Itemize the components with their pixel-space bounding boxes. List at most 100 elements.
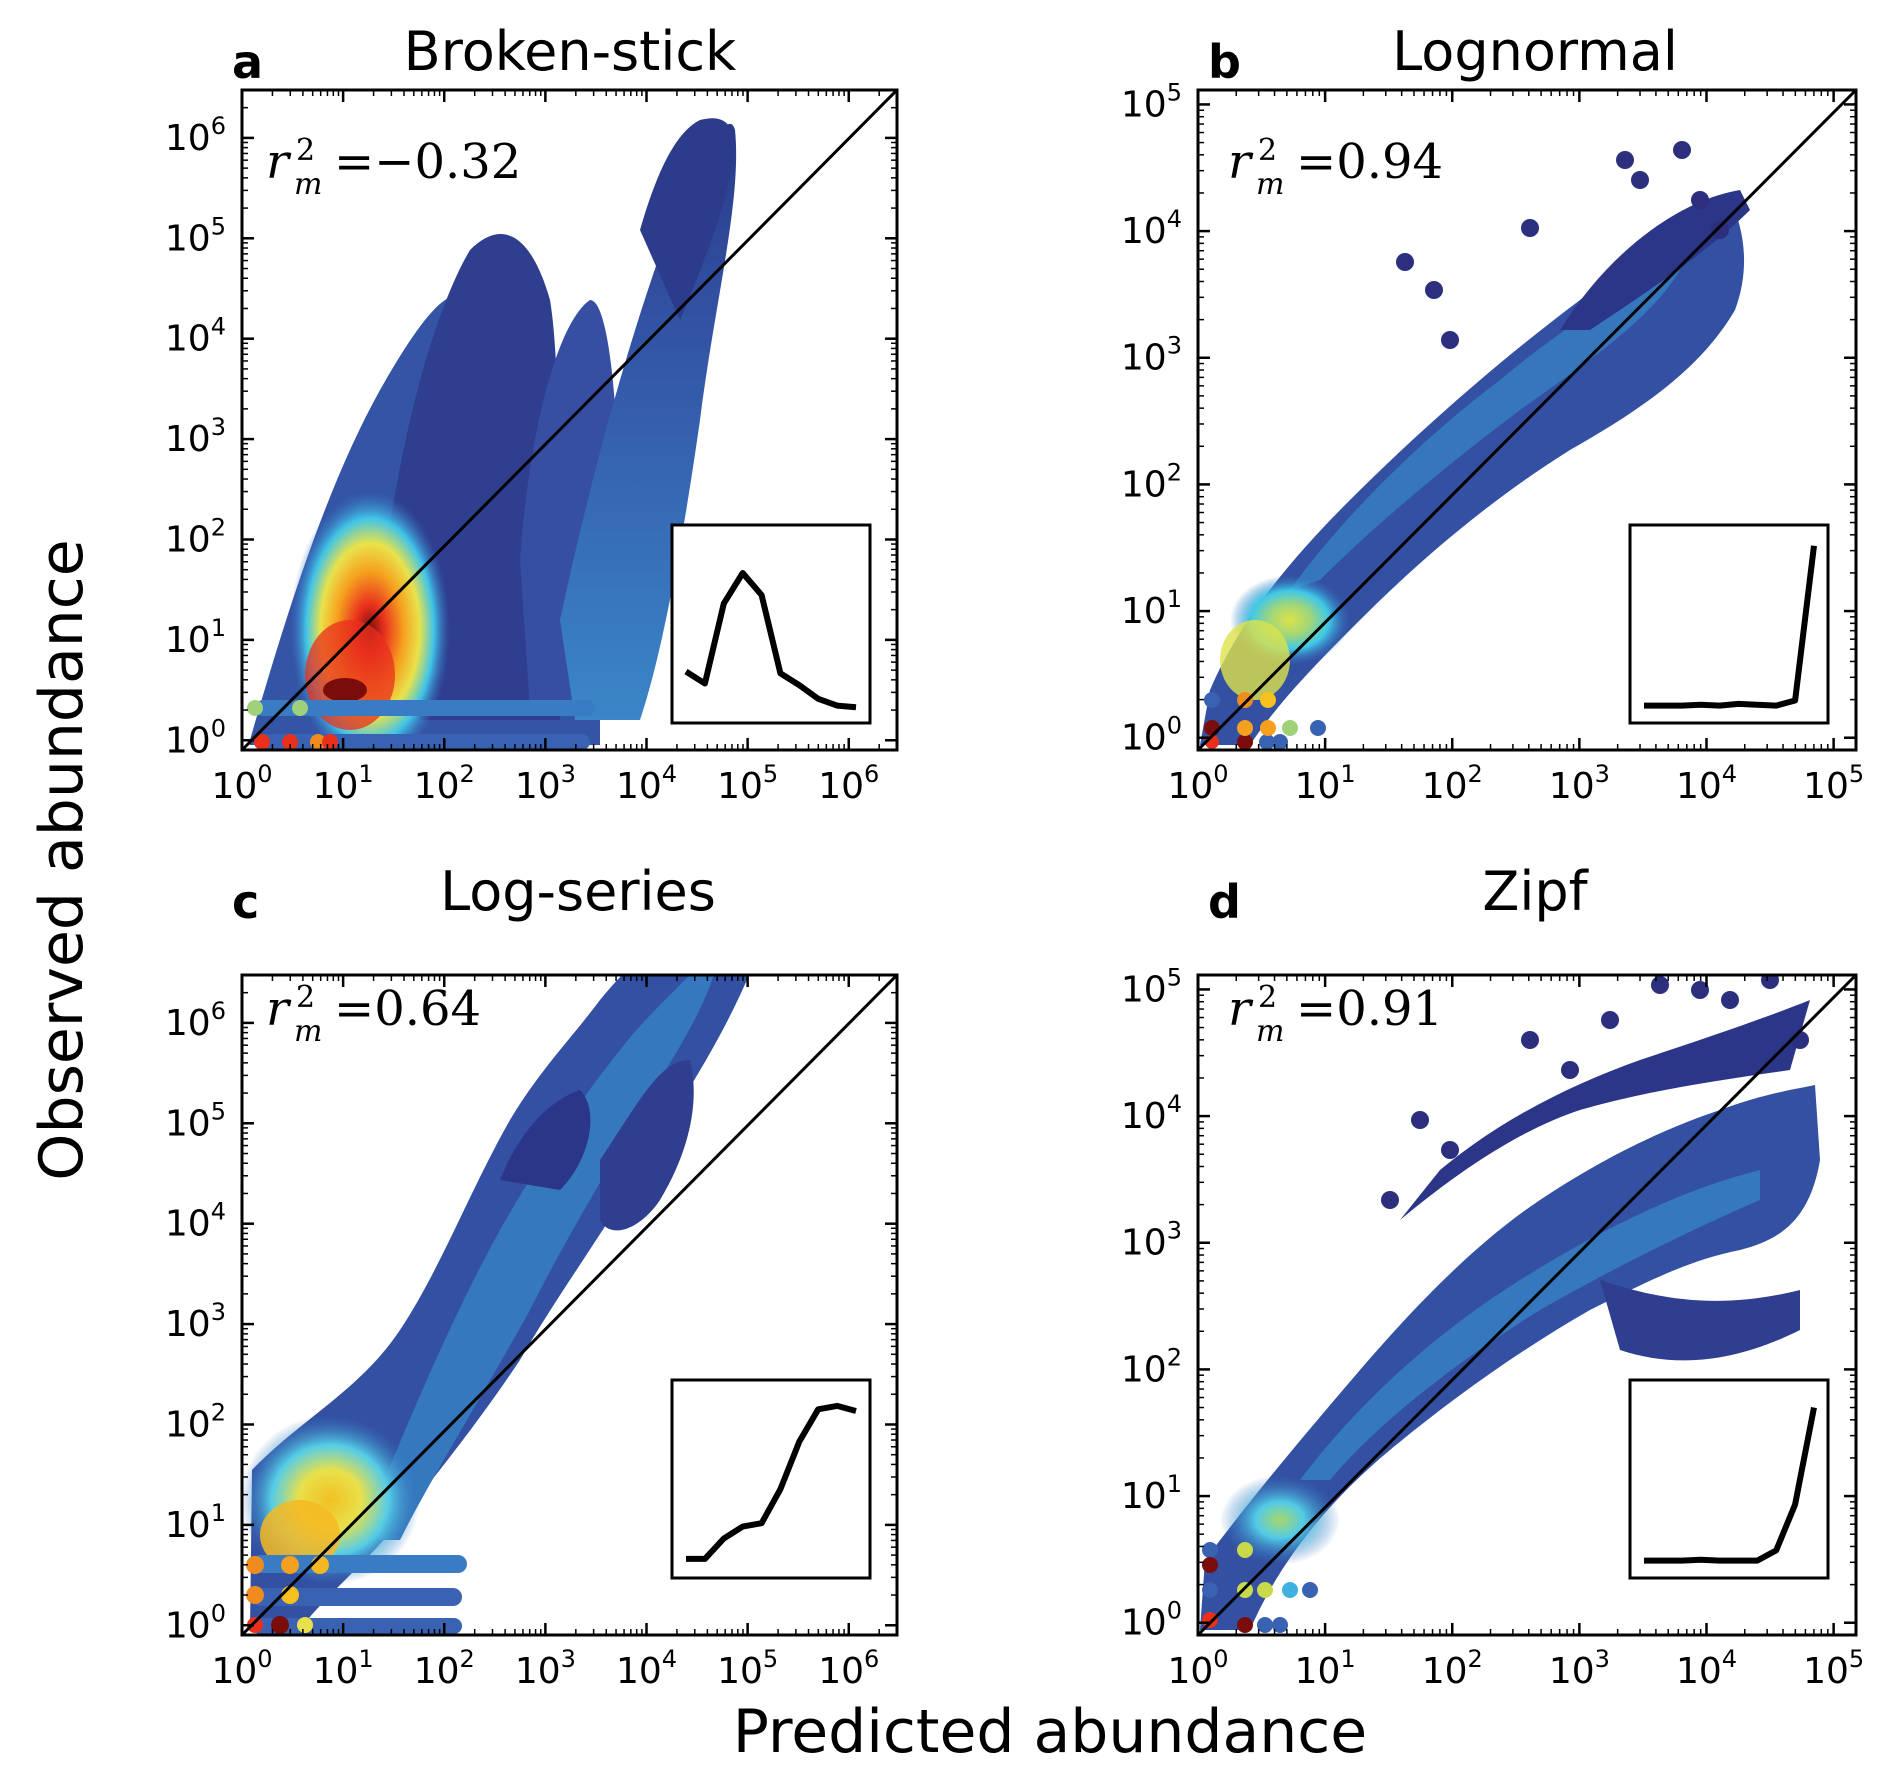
panel-a-density xyxy=(247,118,737,750)
panel-d: d Zipf r 2 m =0.91 100 101 102 103 104 105100… xyxy=(1121,860,1864,1692)
r2-value: =−0.32 xyxy=(334,134,521,190)
x-tick-label: 106 xyxy=(818,760,879,807)
panel-d-inset-line xyxy=(1644,1407,1817,1564)
r2-superscript: 2 xyxy=(1258,980,1277,1015)
panel-a-title: Broken-stick xyxy=(404,20,737,83)
panel-b-density xyxy=(1200,141,1750,750)
x-tick-label: 101 xyxy=(313,760,374,807)
y-tick-label: 105 xyxy=(165,1097,226,1144)
y-tick-label: 101 xyxy=(165,1499,226,1546)
panel-c-axes-frame xyxy=(240,973,899,1637)
x-tick-label: 103 xyxy=(515,760,576,807)
r2-subscript: m xyxy=(1256,167,1284,202)
y-axis-label: Observed abundance xyxy=(27,539,97,1180)
y-tick-label: 103 xyxy=(1121,1217,1182,1264)
r2-value: =0.64 xyxy=(334,981,481,1037)
r2-superscript: 2 xyxy=(296,980,315,1015)
r2-symbol: r xyxy=(1228,981,1254,1037)
panel-c-title: Log-series xyxy=(440,860,716,923)
y-tick-label: 102 xyxy=(165,1398,226,1445)
x-tick-label: 104 xyxy=(1676,760,1737,807)
x-tick-label: 101 xyxy=(1295,1645,1356,1692)
panel-d-title: Zipf xyxy=(1482,860,1589,923)
r2-value: =0.91 xyxy=(1296,981,1443,1037)
panel-c-ticks: 100 101 102 103 104 105 106 100 101 102 103 104 105 1… xyxy=(165,974,898,1692)
x-tick-label: 100 xyxy=(211,1645,272,1692)
panel-a-r2-annotation: r 2 m =−0.32 xyxy=(266,133,521,202)
r2-subscript: m xyxy=(1256,1014,1284,1049)
panel-b-one-to-one-line xyxy=(1196,88,1858,752)
panel-b-title: Lognormal xyxy=(1392,20,1678,83)
x-tick-label: 101 xyxy=(313,1645,374,1692)
panel-a-axes-frame xyxy=(240,88,899,752)
y-tick-label: 104 xyxy=(1121,205,1182,252)
x-axis-label: Predicted abundance xyxy=(733,1697,1367,1767)
panel-b: b Lognormal r 2 m =0.94 100 101 102 103 104 1… xyxy=(1121,20,1864,807)
panel-b-axes-frame xyxy=(1196,88,1858,752)
y-tick-label: 104 xyxy=(1121,1090,1182,1137)
panel-b-inset-line xyxy=(1644,545,1817,709)
y-tick-label: 103 xyxy=(1121,332,1182,379)
y-tick-label: 104 xyxy=(165,313,226,360)
x-tick-label: 104 xyxy=(1676,1645,1737,1692)
x-tick-label: 105 xyxy=(1803,1645,1864,1692)
x-tick-label: 102 xyxy=(414,760,475,807)
y-tick-label: 105 xyxy=(165,212,226,259)
x-tick-label: 102 xyxy=(1422,760,1483,807)
panel-c: c Log-series r 2 m =0.64 100 101 102 103 104… xyxy=(165,860,899,1692)
x-tick-label: 105 xyxy=(717,760,778,807)
y-tick-label: 100 xyxy=(165,714,226,761)
x-tick-label: 102 xyxy=(414,1645,475,1692)
y-tick-label: 105 xyxy=(1121,963,1182,1010)
panel-d-ticks: 100 101 102 103 104 105 100 101 102 103 104 105 xyxy=(1121,963,1864,1692)
panel-a-letter: a xyxy=(232,35,263,89)
x-tick-label: 106 xyxy=(818,1645,879,1692)
panel-d-r2-annotation: r 2 m =0.91 xyxy=(1228,980,1443,1049)
r2-symbol: r xyxy=(266,981,292,1037)
y-tick-label: 100 xyxy=(1121,1597,1182,1644)
r2-superscript: 2 xyxy=(296,133,315,168)
panel-c-letter: c xyxy=(232,875,259,929)
panel-b-ticks: 100 101 102 103 104 105 100 101 102 103 104 105 xyxy=(1121,78,1864,807)
y-tick-label: 101 xyxy=(1121,1470,1182,1517)
x-tick-label: 103 xyxy=(515,1645,576,1692)
y-tick-label: 101 xyxy=(1121,585,1182,632)
panel-c-r2-annotation: r 2 m =0.64 xyxy=(266,980,481,1049)
panel-c-inset-frame xyxy=(670,1378,872,1580)
y-tick-label: 102 xyxy=(1121,1343,1182,1390)
y-tick-label: 105 xyxy=(1121,78,1182,125)
panel-d-one-to-one-line xyxy=(1196,973,1858,1637)
y-tick-label: 102 xyxy=(1121,458,1182,505)
y-tick-label: 106 xyxy=(165,112,226,159)
panel-c-density xyxy=(242,975,750,1634)
panel-a: a Broken-stick r 2 m =−0.32 100 101 102 103… xyxy=(165,20,899,807)
x-tick-label: 103 xyxy=(1549,760,1610,807)
r2-subscript: m xyxy=(294,1014,322,1049)
r2-subscript: m xyxy=(294,167,322,202)
panel-b-r2-annotation: r 2 m =0.94 xyxy=(1228,133,1443,202)
y-tick-label: 101 xyxy=(165,614,226,661)
x-tick-label: 105 xyxy=(1803,760,1864,807)
panel-a-one-to-one-line xyxy=(240,88,899,752)
x-tick-label: 100 xyxy=(211,760,272,807)
y-tick-label: 106 xyxy=(165,997,226,1044)
y-tick-label: 103 xyxy=(165,1298,226,1345)
x-tick-label: 100 xyxy=(1167,1645,1228,1692)
x-tick-label: 104 xyxy=(616,760,677,807)
x-tick-label: 105 xyxy=(717,1645,778,1692)
panel-d-axes-frame xyxy=(1196,973,1858,1637)
x-tick-label: 101 xyxy=(1295,760,1356,807)
panel-a-inset-line xyxy=(684,570,857,711)
x-tick-label: 100 xyxy=(1167,760,1228,807)
x-tick-label: 102 xyxy=(1422,1645,1483,1692)
r2-symbol: r xyxy=(1228,134,1254,190)
panel-d-letter: d xyxy=(1208,875,1241,929)
x-tick-label: 103 xyxy=(1549,1645,1610,1692)
y-tick-label: 100 xyxy=(165,1599,226,1646)
r2-value: =0.94 xyxy=(1296,134,1443,190)
y-tick-label: 103 xyxy=(165,413,226,460)
panel-d-density xyxy=(1200,975,1820,1633)
r2-superscript: 2 xyxy=(1258,133,1277,168)
r2-symbol: r xyxy=(266,134,292,190)
panel-b-letter: b xyxy=(1208,35,1241,89)
